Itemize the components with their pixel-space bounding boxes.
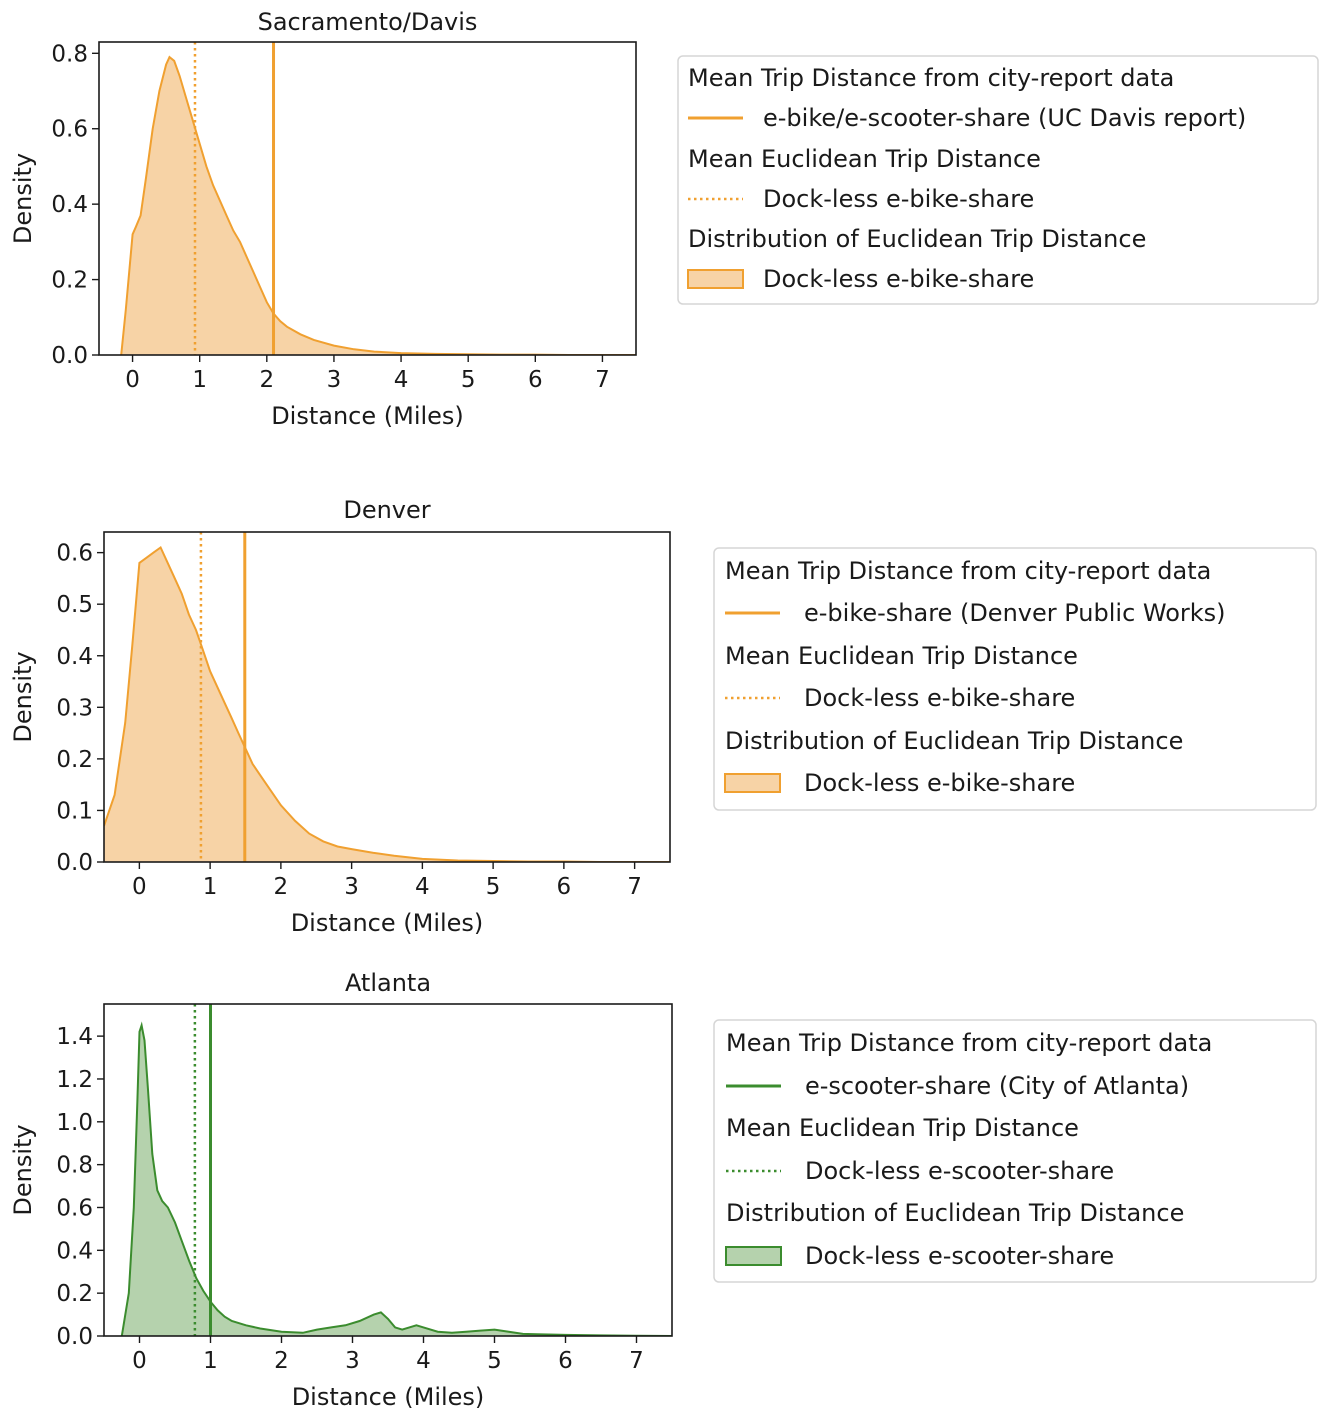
y-tick-label: 0.2 bbox=[56, 747, 93, 773]
y-tick-label: 0.0 bbox=[56, 1324, 93, 1350]
legend-entry-label: Dock-less e-bike-share bbox=[804, 769, 1075, 797]
subplot-1: Denver 0 1 2 3 4 5 6 7 0.0 0.1 0.2 0.3 0.4 0.5 0.6 Dista… bbox=[9, 496, 1317, 937]
y-tick-label: 0.8 bbox=[56, 1153, 93, 1179]
y-tick-label: 0.0 bbox=[51, 343, 88, 369]
x-tick-label: 1 bbox=[203, 1348, 218, 1374]
x-tick-label: 6 bbox=[528, 367, 543, 393]
density-area bbox=[121, 57, 636, 355]
legend-box bbox=[713, 1019, 1317, 1283]
x-tick-label: 7 bbox=[595, 367, 610, 393]
x-axis-label: Distance (Miles) bbox=[271, 402, 464, 430]
legend-entry-label: Dock-less e-scooter-share bbox=[805, 1242, 1114, 1270]
legend: Mean Trip Distance from city-report data… bbox=[677, 55, 1319, 305]
x-tick-label: 4 bbox=[416, 1348, 431, 1374]
axes-frame bbox=[98, 41, 637, 356]
x-tick-label: 4 bbox=[415, 874, 430, 900]
legend-header: Mean Trip Distance from city-report data bbox=[726, 1029, 1212, 1057]
y-tick-label: 0.5 bbox=[56, 592, 93, 618]
legend-entry-label: e-bike-share (Denver Public Works) bbox=[804, 599, 1226, 627]
x-tick-label: 1 bbox=[203, 874, 218, 900]
y-tick-label: 0.6 bbox=[56, 541, 93, 567]
subplot-0: Sacramento/Davis 0 1 2 3 4 5 6 7 0.0 0.2 0.4 0.6 0.8 D… bbox=[9, 8, 1319, 430]
y-tick-label: 0.2 bbox=[51, 268, 88, 294]
x-tick-label: 6 bbox=[558, 1348, 573, 1374]
x-tick-label: 0 bbox=[125, 367, 140, 393]
y-tick-label: 1.4 bbox=[56, 1024, 93, 1050]
legend-header: Mean Euclidean Trip Distance bbox=[725, 642, 1078, 670]
y-axis-label: Density bbox=[9, 651, 37, 742]
density-line bbox=[120, 55, 636, 355]
x-tick-label: 5 bbox=[486, 874, 501, 900]
legend-header: Mean Trip Distance from city-report data bbox=[688, 64, 1174, 92]
axes-frame bbox=[103, 531, 671, 863]
chart-title: Atlanta bbox=[345, 969, 431, 997]
x-tick-label: 3 bbox=[327, 367, 342, 393]
y-axis-label: Density bbox=[9, 1124, 37, 1215]
x-tick-label: 6 bbox=[557, 874, 572, 900]
x-tick-label: 4 bbox=[394, 367, 409, 393]
legend-entry-label: Dock-less e-bike-share bbox=[763, 185, 1034, 213]
y-tick-label: 0.6 bbox=[51, 117, 88, 143]
legend-entry-label: Dock-less e-bike-share bbox=[804, 684, 1075, 712]
legend-header: Distribution of Euclidean Trip Distance bbox=[688, 225, 1146, 253]
y-tick-label: 0.0 bbox=[56, 850, 93, 876]
y-tick-label: 0.3 bbox=[56, 695, 93, 721]
y-tick-label: 0.4 bbox=[56, 644, 93, 670]
x-tick-label: 3 bbox=[344, 874, 359, 900]
y-tick-label: 1.2 bbox=[56, 1067, 93, 1093]
legend-patch-handle bbox=[725, 1246, 782, 1266]
y-axis-label: Density bbox=[9, 153, 37, 244]
x-tick-label: 0 bbox=[132, 1348, 147, 1374]
x-axis-label: Distance (Miles) bbox=[291, 909, 484, 937]
legend-entry-label: e-bike/e-scooter-share (UC Davis report) bbox=[763, 104, 1246, 132]
y-tick-label: 0.4 bbox=[51, 192, 88, 218]
density-area bbox=[104, 547, 670, 862]
legend-patch-handle bbox=[687, 269, 744, 289]
x-tick-label: 3 bbox=[345, 1348, 360, 1374]
chart-title: Sacramento/Davis bbox=[258, 8, 478, 36]
legend-header: Distribution of Euclidean Trip Distance bbox=[726, 1199, 1184, 1227]
legend-entry-label: e-scooter-share (City of Atlanta) bbox=[805, 1072, 1189, 1100]
x-tick-label: 2 bbox=[274, 1348, 289, 1374]
axes-frame bbox=[103, 1003, 673, 1337]
y-tick-label: 0.6 bbox=[56, 1195, 93, 1221]
x-tick-label: 5 bbox=[461, 367, 476, 393]
y-tick-label: 0.4 bbox=[56, 1238, 93, 1264]
density-line bbox=[120, 1021, 672, 1336]
y-tick-label: 0.1 bbox=[56, 798, 93, 824]
legend-entry-label: Dock-less e-scooter-share bbox=[805, 1157, 1114, 1185]
x-tick-label: 2 bbox=[274, 874, 289, 900]
legend: Mean Trip Distance from city-report data… bbox=[713, 547, 1317, 811]
density-area bbox=[121, 1025, 672, 1336]
chart-title: Denver bbox=[343, 496, 430, 524]
y-tick-label: 0.8 bbox=[51, 41, 88, 67]
legend-header: Mean Euclidean Trip Distance bbox=[726, 1114, 1079, 1142]
legend: Mean Trip Distance from city-report data… bbox=[713, 1019, 1317, 1283]
legend-entry-label: Dock-less e-bike-share bbox=[763, 265, 1034, 293]
legend-patch-handle bbox=[724, 773, 781, 793]
x-tick-label: 1 bbox=[192, 367, 207, 393]
x-tick-label: 0 bbox=[132, 874, 147, 900]
x-tick-label: 5 bbox=[487, 1348, 502, 1374]
legend-header: Mean Euclidean Trip Distance bbox=[688, 145, 1041, 173]
subplot-2: Atlanta 0 1 2 3 4 5 6 7 0.0 0.2 0.4 0.6 0.8 1.0 1.2 1.4 D… bbox=[9, 969, 1317, 1411]
legend-box bbox=[713, 547, 1317, 811]
legend-header: Mean Trip Distance from city-report data bbox=[725, 557, 1211, 585]
y-tick-label: 0.2 bbox=[56, 1281, 93, 1307]
x-tick-label: 7 bbox=[627, 874, 642, 900]
y-tick-label: 1.0 bbox=[56, 1110, 93, 1136]
legend-box bbox=[677, 55, 1319, 305]
x-tick-label: 2 bbox=[259, 367, 274, 393]
legend-header: Distribution of Euclidean Trip Distance bbox=[725, 727, 1183, 755]
x-axis-label: Distance (Miles) bbox=[292, 1383, 485, 1411]
x-tick-label: 7 bbox=[629, 1348, 644, 1374]
